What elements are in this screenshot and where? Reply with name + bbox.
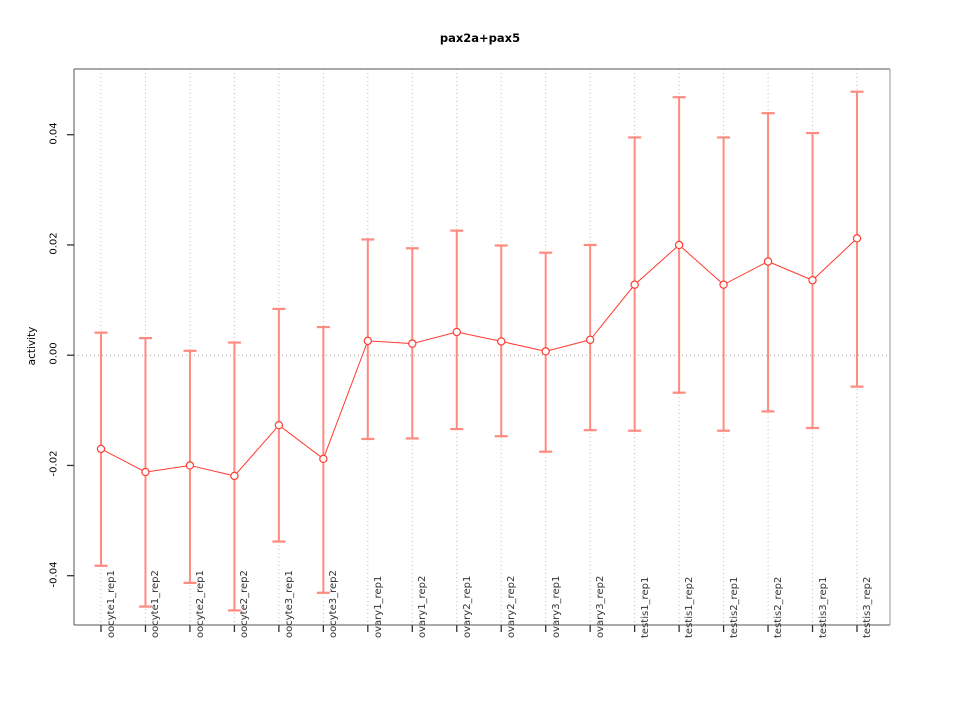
x-tick-label: oocyte2_rep1 (194, 570, 206, 638)
data-point-marker[interactable] (452, 327, 461, 337)
x-tick-label: testis3_rep2 (861, 576, 873, 638)
x-tick-label: testis3_rep1 (817, 576, 829, 638)
x-tick-label: ovary2_rep1 (461, 575, 473, 638)
x-tick-label: testis2_rep1 (728, 576, 740, 638)
x-tick-label: oocyte3_rep1 (283, 570, 295, 638)
x-tick-label: oocyte3_rep2 (328, 570, 340, 638)
page-title: pax2a+pax5 (439, 31, 521, 45)
data-point-marker[interactable] (674, 240, 684, 250)
x-tick-label: ovary1_rep1 (372, 575, 384, 638)
data-point-marker[interactable] (319, 454, 328, 464)
data-point-marker[interactable] (96, 444, 106, 454)
data-point-marker[interactable] (719, 280, 728, 289)
data-point-marker[interactable] (852, 234, 862, 243)
x-tick-label: oocyte2_rep2 (239, 570, 251, 638)
data-point-marker[interactable] (408, 339, 417, 348)
x-tick-label: ovary3_rep2 (595, 575, 607, 638)
error-bars-group (94, 90, 864, 612)
y-tick-label: 0.04 (48, 122, 60, 145)
data-point-marker[interactable] (763, 257, 773, 266)
x-tick-label: oocyte1_rep2 (150, 570, 162, 638)
x-tick-label: testis1_rep2 (684, 576, 696, 638)
data-point-marker[interactable] (541, 347, 550, 356)
x-tick-label: ovary2_rep2 (506, 575, 518, 638)
data-point-marker[interactable] (808, 276, 817, 285)
x-tick-label: ovary1_rep2 (417, 575, 429, 638)
data-point-marker[interactable] (230, 471, 239, 481)
series-line-group (100, 237, 858, 477)
x-tick-label: ovary3_rep1 (550, 575, 562, 638)
y-tick-label: -0.04 (48, 561, 60, 588)
x-tick-label: testis2_rep2 (773, 576, 785, 638)
gridlines-group (100, 69, 858, 625)
y-tick-label: -0.02 (48, 451, 60, 477)
data-point-marker[interactable] (185, 461, 195, 470)
data-point-marker[interactable] (274, 421, 284, 430)
data-point-marker[interactable] (630, 280, 639, 289)
tick-marks-group (67, 134, 858, 632)
data-point-marker[interactable] (141, 467, 150, 477)
axes-group (73, 68, 891, 626)
x-tick-label: oocyte1_rep1 (106, 570, 117, 638)
data-point-marker[interactable] (497, 337, 506, 346)
data-markers-group (96, 234, 862, 481)
x-tick-label: testis1_rep1 (639, 576, 651, 638)
y-tick-label: 0.00 (48, 342, 60, 365)
data-point-marker[interactable] (585, 335, 595, 344)
series-line (100, 237, 858, 477)
y-tick-label: 0.02 (48, 232, 60, 255)
data-point-marker[interactable] (363, 336, 373, 346)
